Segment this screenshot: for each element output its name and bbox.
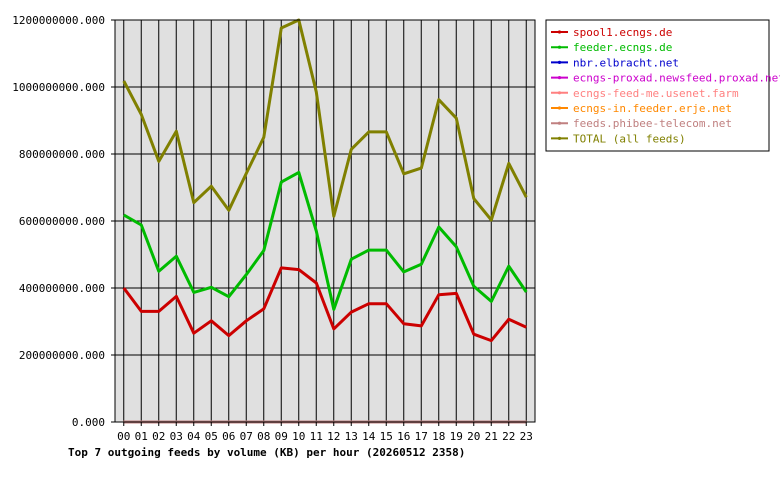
x-tick-label: 04 [187, 430, 201, 443]
x-tick-label: 16 [397, 430, 410, 443]
legend-label-spool1-ecngs-de: spool1.ecngs.de [573, 26, 672, 39]
x-tick-label: 21 [485, 430, 498, 443]
y-tick-label: 400000000.000 [19, 282, 105, 295]
legend-marker-total-all-feeds [557, 136, 562, 140]
x-tick-label: 01 [135, 430, 148, 443]
x-tick-label: 11 [310, 430, 323, 443]
x-tick-label: 17 [415, 430, 428, 443]
x-tick-label: 19 [450, 430, 463, 443]
x-tick-label: 15 [380, 430, 393, 443]
x-tick-label: 12 [327, 430, 340, 443]
x-tick-label: 06 [222, 430, 235, 443]
x-tick-label: 03 [170, 430, 183, 443]
series-line-feeder-ecngs-de [123, 170, 528, 311]
x-tick-label: 18 [432, 430, 445, 443]
x-tick-label: 02 [152, 430, 165, 443]
legend-label-total-all-feeds: TOTAL (all feeds) [573, 132, 686, 145]
x-tick-label: 05 [205, 430, 218, 443]
legend-label-ecngs-feed-me-usenet-farm: ecngs-feed-me.usenet.farm [573, 87, 739, 100]
legend-box [545, 19, 770, 152]
legend-marker-nbr-elbracht-net [557, 60, 562, 64]
y-tick-label: 1000000000.000 [12, 81, 105, 94]
x-tick-label: 14 [362, 430, 376, 443]
legend-marker-ecngs-feed-me-usenet-farm [557, 91, 562, 95]
series-line-total-all-feeds [122, 18, 528, 222]
chart-title: Top 7 outgoing feeds by volume (KB) per … [68, 446, 465, 459]
legend-label-ecngs-proxad-newsfeed-proxad-net: ecngs-proxad.newsfeed.proxad.net [573, 72, 780, 85]
y-tick-label: 600000000.000 [19, 215, 105, 228]
x-tick-label: 09 [275, 430, 288, 443]
x-tick-label: 08 [257, 430, 270, 443]
x-tick-label: 22 [502, 430, 515, 443]
legend-marker-feeder-ecngs-de [557, 45, 562, 49]
legend-marker-ecngs-in-feeder-erje-net [557, 106, 562, 110]
legend-marker-spool1-ecngs-de [557, 30, 562, 34]
legend-label-ecngs-in-feeder-erje-net: ecngs-in.feeder.erje.net [573, 102, 732, 115]
x-tick-label: 23 [520, 430, 533, 443]
y-tick-label: 800000000.000 [19, 148, 105, 161]
y-axis-ticks: 0.000 200000000.000 400000000.000 600000000… [12, 14, 115, 429]
legend-marker-ecngs-proxad-newsfeed-proxad-net [557, 76, 562, 80]
y-tick-label: 1200000000.000 [12, 14, 105, 27]
legend-label-feeds-phibee-telecom-net: feeds.phibee-telecom.net [573, 117, 732, 130]
legend-label-feeder-ecngs-de: feeder.ecngs.de [573, 41, 672, 54]
x-tick-label: 07 [240, 430, 253, 443]
x-tick-label: 10 [292, 430, 305, 443]
y-tick-label: 200000000.000 [19, 349, 105, 362]
x-tick-label: 13 [345, 430, 358, 443]
x-tick-label: 20 [467, 430, 480, 443]
x-tick-label: 00 [117, 430, 130, 443]
x-axis-ticks: 00 01 02 03 04 05 06 07 08 09 10 11 12 13 14 15 16 17 18 19… [117, 422, 533, 443]
series-line-spool1-ecngs-de [122, 266, 527, 343]
legend: spool1.ecngs.de feeder.ecngs.de nbr.elbrac… [545, 19, 780, 152]
y-tick-label: 0.000 [72, 416, 105, 429]
legend-label-nbr-elbracht-net: nbr.elbracht.net [573, 56, 679, 69]
legend-marker-feeds-phibee-telecom-net [557, 121, 562, 125]
